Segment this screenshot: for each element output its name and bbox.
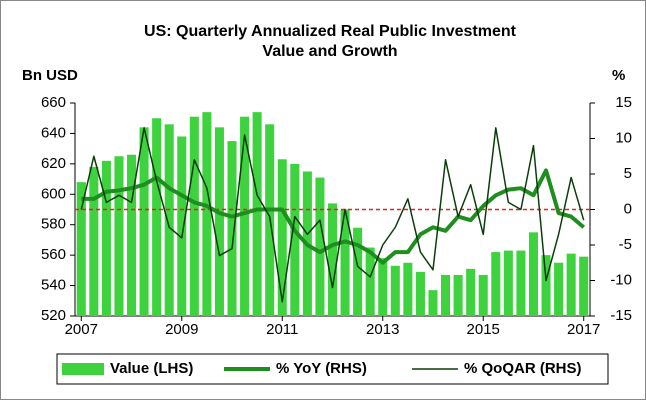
x-tick-label: 2007 xyxy=(65,321,98,338)
bar xyxy=(353,227,363,316)
legend-label: Value (LHS) xyxy=(110,360,193,377)
bar xyxy=(453,274,463,316)
x-tick-label: 2015 xyxy=(467,321,500,338)
y-tick-label: 540 xyxy=(41,277,66,294)
bar xyxy=(566,253,576,316)
y-tick-label: 600 xyxy=(41,185,66,202)
bar xyxy=(114,156,124,316)
y2-tick-label: -5 xyxy=(619,236,632,253)
bar xyxy=(164,124,174,316)
legend-swatch xyxy=(62,363,104,375)
x-tick-label: 2011 xyxy=(266,321,298,338)
bar xyxy=(214,127,224,316)
bar xyxy=(516,250,526,316)
bar xyxy=(415,271,425,316)
y2-tick-label: 5 xyxy=(624,165,632,182)
y-tick-label: 620 xyxy=(41,155,66,172)
legend-box xyxy=(56,353,609,385)
bar xyxy=(503,250,513,316)
chart-title: US: Quarterly Annualized Real Public Inv… xyxy=(144,23,517,40)
x-tick-label: 2009 xyxy=(165,321,198,338)
bar xyxy=(290,163,300,316)
bar xyxy=(127,154,137,316)
legend-label: % QoQAR (RHS) xyxy=(464,360,582,377)
y2-tick-label: -15 xyxy=(610,307,632,324)
y2-tick-label: 15 xyxy=(615,94,632,111)
y2-tick-label: 0 xyxy=(624,200,632,217)
bar xyxy=(202,112,212,316)
bar xyxy=(177,136,187,316)
bar xyxy=(441,274,451,316)
bar xyxy=(541,255,551,316)
legend-label: % YoY (RHS) xyxy=(276,360,367,377)
bar xyxy=(227,141,237,316)
bar xyxy=(152,118,162,316)
bar xyxy=(478,274,488,316)
bar xyxy=(252,112,262,316)
bar xyxy=(528,232,538,316)
bar xyxy=(240,116,250,316)
y2-tick-label: -10 xyxy=(610,271,632,288)
chart-title: Value and Growth xyxy=(262,43,397,60)
bar xyxy=(89,166,99,316)
bar xyxy=(327,203,338,316)
y2-tick-label: 10 xyxy=(615,129,632,146)
bar xyxy=(466,268,476,316)
line xyxy=(81,168,586,265)
y-tick-label: 580 xyxy=(41,216,66,233)
bar xyxy=(554,262,564,316)
y-tick-label: 640 xyxy=(41,124,66,141)
bar xyxy=(189,116,199,316)
y-tick-label: 520 xyxy=(41,307,66,324)
y-axis-label: Bn USD xyxy=(22,67,78,84)
bar xyxy=(579,256,589,316)
y-tick-label: 660 xyxy=(41,94,66,111)
bar xyxy=(365,247,375,316)
bar xyxy=(101,160,111,316)
line xyxy=(80,127,585,303)
bar xyxy=(390,265,400,316)
x-tick-label: 2013 xyxy=(366,321,399,338)
x-tick-label: 2017 xyxy=(567,321,600,338)
bar xyxy=(403,262,413,316)
bar xyxy=(139,127,149,316)
bar xyxy=(76,182,86,316)
y2-axis-label: % xyxy=(612,67,625,84)
bar xyxy=(378,258,388,316)
bar xyxy=(277,159,287,316)
bar xyxy=(315,177,325,316)
bar xyxy=(428,290,438,316)
bar xyxy=(491,252,501,316)
bar xyxy=(340,209,350,316)
y-tick-label: 560 xyxy=(41,246,66,263)
